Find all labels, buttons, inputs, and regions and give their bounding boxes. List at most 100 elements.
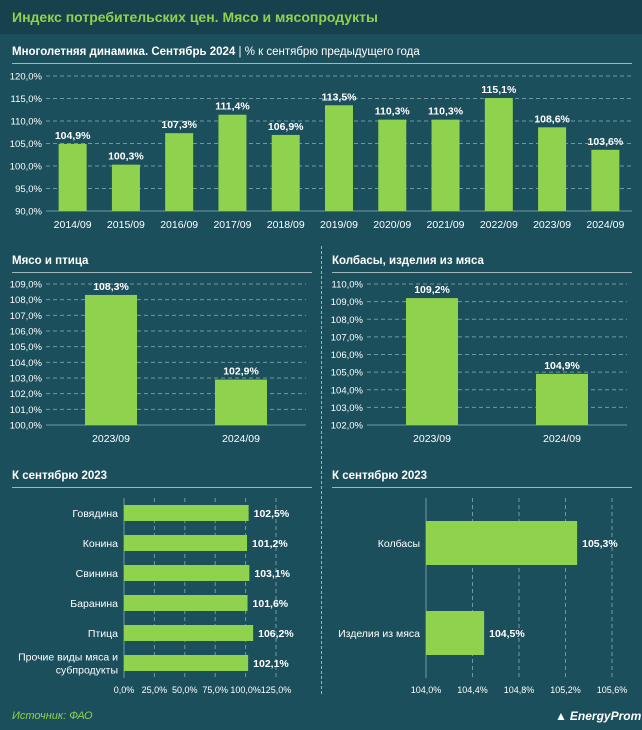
x-tick-label: 104,8% bbox=[504, 685, 535, 695]
y-tick-label: 107,0% bbox=[331, 332, 364, 343]
bar bbox=[426, 611, 485, 655]
source-note: Источник: ФАО bbox=[12, 710, 93, 722]
bar bbox=[124, 595, 248, 611]
meat-chart: 100,0% 101,0% 102,0% 103,0% 104,0% 105,0% 106,… bbox=[10, 280, 306, 445]
sausage-types-chart: 104,0% 104,4% 104,8% 105,2% 105,6% 105,3% Колб… bbox=[338, 498, 628, 695]
bar bbox=[165, 133, 194, 211]
bar bbox=[58, 143, 87, 211]
data-label: 108,3% bbox=[93, 281, 129, 293]
bar bbox=[124, 505, 249, 521]
meat-chart-title: Мясо и птица bbox=[12, 255, 89, 267]
x-tick-label: 105,2% bbox=[550, 685, 581, 695]
bar bbox=[124, 625, 254, 641]
y-tick-label: 115,0% bbox=[10, 94, 42, 105]
data-label: 105,3% bbox=[582, 538, 618, 550]
x-tick-label: 2016/09 bbox=[160, 219, 198, 231]
data-label: 110,3% bbox=[428, 106, 464, 118]
bar bbox=[124, 655, 249, 671]
data-label: 104,9% bbox=[55, 130, 91, 142]
category-label: субпродукты bbox=[56, 665, 118, 677]
main-chart-title-underline bbox=[12, 63, 632, 64]
x-tick-label: 2017/09 bbox=[213, 219, 251, 231]
data-label: 101,2% bbox=[252, 538, 288, 550]
x-tick-label: 2018/09 bbox=[267, 219, 305, 231]
x-tick-label: 2019/09 bbox=[320, 219, 358, 231]
y-tick-label: 106,0% bbox=[331, 350, 364, 361]
sausage-chart-title: Колбасы, изделия из мяса bbox=[332, 255, 484, 267]
bar bbox=[406, 298, 458, 425]
y-tick-label: 110,0% bbox=[10, 117, 42, 128]
data-label: 115,1% bbox=[481, 84, 517, 96]
y-tick-label: 104,0% bbox=[10, 358, 43, 369]
data-label: 102,1% bbox=[253, 658, 289, 670]
y-tick-label: 109,0% bbox=[331, 297, 364, 308]
category-label: Говядина bbox=[72, 508, 118, 520]
sausage-types-chart-title-underline bbox=[332, 487, 632, 488]
bar bbox=[538, 127, 567, 211]
sausage-types-chart-title: К сентябрю 2023 bbox=[332, 470, 428, 482]
y-tick-label: 101,0% bbox=[10, 405, 43, 416]
bar bbox=[378, 119, 407, 211]
y-tick-label: 120,0% bbox=[10, 72, 43, 83]
y-tick-label: 103,0% bbox=[10, 374, 43, 385]
x-tick-label: 125,0% bbox=[261, 685, 292, 695]
vertical-divider bbox=[321, 246, 322, 694]
bar bbox=[431, 119, 460, 211]
category-label: Прочие виды мяса и bbox=[18, 652, 118, 664]
bar bbox=[271, 134, 300, 211]
bar bbox=[85, 294, 137, 425]
category-label: Свинина bbox=[76, 568, 118, 580]
data-label: 109,2% bbox=[414, 284, 450, 296]
x-tick-label: 2024/09 bbox=[586, 219, 624, 231]
main-chart: 90,0% 95,0% 100,0% 105,0% 110,0% 115,0% 120,0%… bbox=[10, 72, 632, 231]
data-label: 113,5% bbox=[321, 91, 357, 103]
category-label: Изделия из мяса bbox=[338, 628, 420, 640]
x-tick-label: 25,0% bbox=[142, 685, 168, 695]
bar bbox=[591, 149, 620, 211]
x-tick-label: 2023/09 bbox=[92, 433, 130, 445]
bar bbox=[124, 535, 248, 551]
bar bbox=[215, 379, 267, 425]
data-label: 102,5% bbox=[254, 508, 290, 520]
data-label: 107,3% bbox=[161, 119, 197, 131]
x-tick-label: 2024/09 bbox=[222, 433, 260, 445]
y-tick-label: 110,0% bbox=[331, 280, 363, 291]
x-tick-label: 105,6% bbox=[597, 685, 628, 695]
data-label: 103,6% bbox=[588, 136, 624, 148]
x-tick-label: 2023/09 bbox=[533, 219, 571, 231]
x-tick-label: 104,4% bbox=[457, 685, 488, 695]
x-tick-label: 75,0% bbox=[202, 685, 228, 695]
bar bbox=[426, 521, 578, 565]
y-tick-label: 102,0% bbox=[10, 389, 43, 400]
y-tick-label: 106,0% bbox=[10, 327, 43, 338]
data-label: 106,2% bbox=[258, 628, 294, 640]
bar bbox=[124, 565, 250, 581]
y-tick-label: 103,0% bbox=[331, 403, 364, 414]
x-tick-label: 50,0% bbox=[172, 685, 198, 695]
x-tick-label: 2022/09 bbox=[480, 219, 518, 231]
y-tick-label: 109,0% bbox=[10, 280, 43, 291]
data-label: 101,6% bbox=[253, 598, 289, 610]
meat-types-chart-title: К сентябрю 2023 bbox=[12, 470, 108, 482]
y-tick-label: 105,0% bbox=[10, 139, 43, 150]
y-tick-label: 104,0% bbox=[331, 385, 364, 396]
brand-logo: ▲ EnergyProm bbox=[555, 709, 641, 723]
x-tick-label: 2024/09 bbox=[543, 433, 581, 445]
bar bbox=[536, 373, 588, 425]
data-label: 100,3% bbox=[108, 151, 144, 163]
meat-types-chart: 0,0% 25,0% 50,0% 75,0% 100,0% 125,0% 102,5% Гов… bbox=[18, 498, 294, 695]
data-label: 102,9% bbox=[223, 366, 259, 378]
y-tick-label: 108,0% bbox=[10, 295, 43, 306]
data-label: 110,3% bbox=[375, 106, 411, 118]
main-chart-title-text: Многолетняя динамика. Сентябрь 2024 bbox=[12, 46, 236, 58]
sausage-chart: 102,0% 103,0% 104,0% 105,0% 106,0% 107,0% 108,… bbox=[331, 280, 627, 445]
category-label: Баранина bbox=[70, 598, 118, 610]
data-label: 103,1% bbox=[254, 568, 290, 580]
main-chart-subtitle: | % к сентябрю предыдущего года bbox=[238, 46, 420, 58]
y-tick-label: 100,0% bbox=[10, 421, 43, 432]
x-tick-label: 2021/09 bbox=[427, 219, 465, 231]
data-label: 108,6% bbox=[534, 113, 570, 125]
category-label: Колбасы bbox=[378, 538, 420, 550]
y-tick-label: 102,0% bbox=[331, 421, 364, 432]
x-tick-label: 2023/09 bbox=[413, 433, 451, 445]
